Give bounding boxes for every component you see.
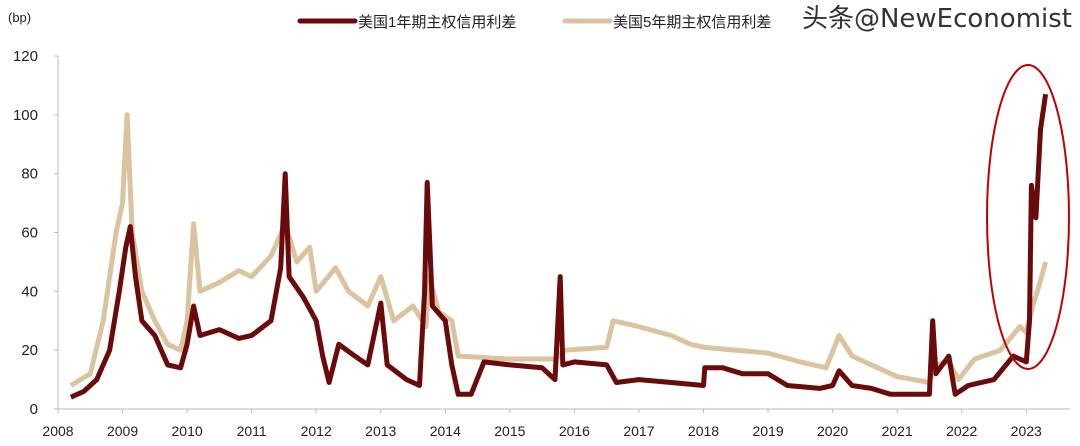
- watermark: 头条@NewEconomist: [801, 4, 1072, 34]
- x-tick-label: 2015: [494, 423, 525, 439]
- y-tick-label: 20: [21, 342, 38, 359]
- x-tick-label: 2012: [301, 423, 332, 439]
- y-tick-label: 40: [21, 283, 38, 300]
- y-tick-label: 100: [13, 107, 38, 124]
- x-tick-label: 2020: [817, 423, 848, 439]
- y-axis-unit: (bp): [8, 10, 31, 25]
- x-tick-label: 2022: [946, 423, 977, 439]
- y-tick-label: 0: [30, 401, 38, 418]
- x-tick-label: 2021: [882, 423, 913, 439]
- x-tick-label: 2017: [623, 423, 654, 439]
- x-tick-label: 2019: [752, 423, 783, 439]
- x-tick-label: 2013: [365, 423, 396, 439]
- x-tick-label: 2009: [107, 423, 138, 439]
- y-tick-label: 60: [21, 225, 38, 242]
- series-line-1: [69, 93, 1049, 400]
- y-tick-label: 80: [21, 166, 38, 183]
- x-tick-label: 2010: [172, 423, 203, 439]
- legend-label-1: 美国1年期主权信用利差: [358, 14, 516, 31]
- legend-label-2: 美国5年期主权信用利差: [613, 14, 771, 31]
- x-tick-label: 2008: [42, 423, 73, 439]
- highlight-ellipse: [986, 64, 1070, 370]
- x-tick-label: 2014: [430, 423, 461, 439]
- x-tick-label: 2018: [688, 423, 719, 439]
- y-tick-label: 120: [13, 48, 38, 65]
- x-tick-label: 2016: [559, 423, 590, 439]
- x-tick-label: 2011: [237, 423, 267, 439]
- x-tick-label: 2023: [1011, 423, 1042, 439]
